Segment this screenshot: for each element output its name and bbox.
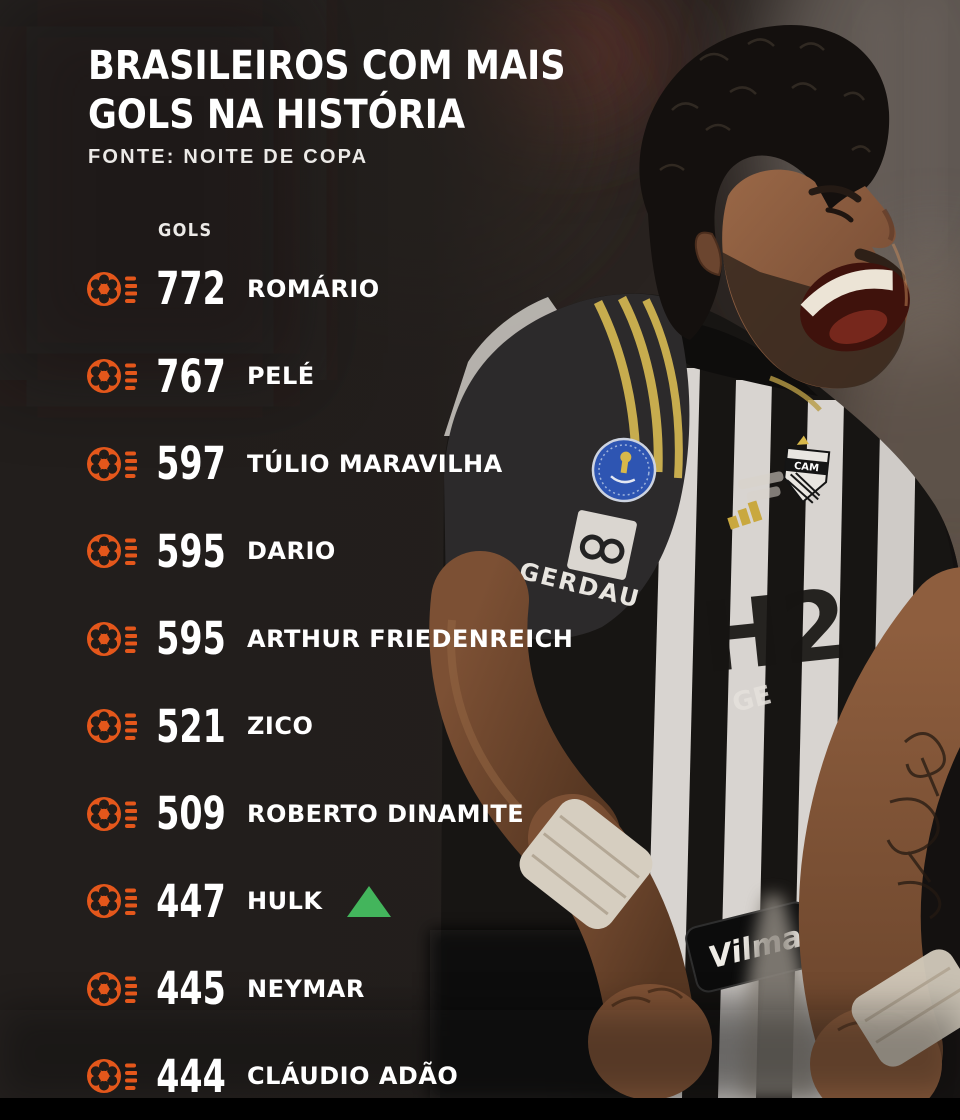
soccer-ball-speed-icon [85,442,137,486]
player-name: CLÁUDIO ADÃO [247,1062,458,1090]
goals-value: 772 [153,262,228,315]
table-row: 597 TÚLIO MARAVILHA [85,420,645,508]
soccer-ball-speed-icon [85,792,137,836]
table-row: 595 DARIO [85,508,645,596]
table-row: 521 ZICO [85,683,645,771]
soccer-ball-speed-icon [85,1054,137,1098]
soccer-ball-speed-icon [85,529,137,573]
goals-value: 521 [153,700,228,753]
player-name: HULK [247,887,322,915]
goals-value: 595 [153,525,228,578]
table-row: 444 CLÁUDIO ADÃO [85,1033,645,1120]
table-row: 447 HULK [85,858,645,946]
trend-up-icon [346,885,392,918]
goals-column-header: GOLS [158,220,212,241]
soccer-ball-speed-icon [85,617,137,661]
goals-value: 445 [153,962,228,1015]
player-name: DARIO [247,537,336,565]
player-name: NEYMAR [247,975,365,1003]
page-title: BRASILEIROS COM MAIS GOLS NA HISTÓRIA [88,42,631,140]
goals-value: 447 [153,875,228,928]
player-name: ROMÁRIO [247,275,380,303]
soccer-ball-speed-icon [85,879,137,923]
goals-value: 509 [153,787,228,840]
table-row: 595 ARTHUR FRIEDENREICH [85,595,645,683]
goals-value: 597 [153,437,228,490]
soccer-ball-speed-icon [85,267,137,311]
title-line-2: GOLS NA HISTÓRIA [88,91,566,140]
soccer-ball-speed-icon [85,354,137,398]
player-name: PELÉ [247,362,315,390]
player-name: ROBERTO DINAMITE [247,800,524,828]
goals-value: 595 [153,612,228,665]
soccer-ball-speed-icon [85,704,137,748]
table-row: 772 ROMÁRIO [85,245,645,333]
player-name: TÚLIO MARAVILHA [247,450,503,478]
soccer-ball-speed-icon [85,967,137,1011]
source-caption: FONTE: NOITE DE COPA [88,146,368,169]
ranking-list: 772 ROMÁRIO 767 PELÉ [85,245,645,1120]
goals-value: 767 [153,350,228,403]
table-row: 445 NEYMAR [85,945,645,1033]
player-name: ZICO [247,712,313,740]
title-line-1: BRASILEIROS COM MAIS [88,42,566,91]
table-row: 509 ROBERTO DINAMITE [85,770,645,858]
goals-value: 444 [153,1050,228,1103]
table-row: 767 PELÉ [85,333,645,421]
player-name: ARTHUR FRIEDENREICH [247,625,573,653]
